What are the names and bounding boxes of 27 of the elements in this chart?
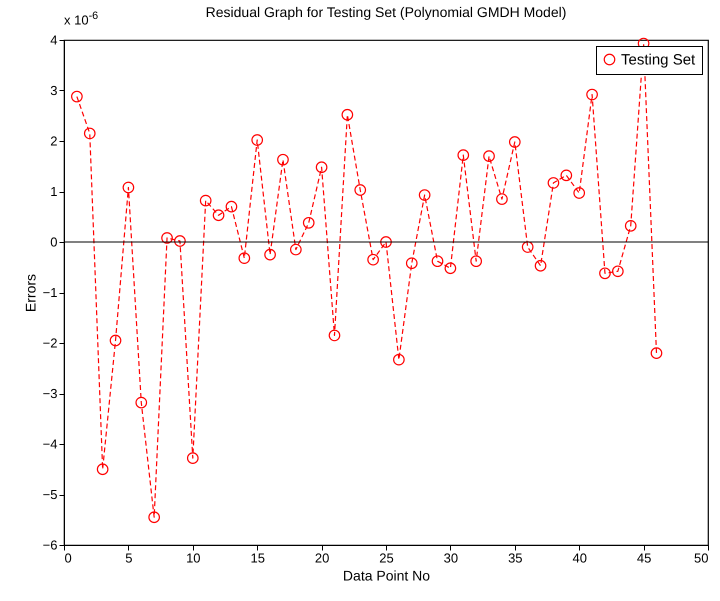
x-tick-label: 35 xyxy=(508,550,523,566)
x-tick-label: 45 xyxy=(636,550,652,566)
x-tick-label: 5 xyxy=(125,550,133,566)
x-tick-label: 40 xyxy=(572,550,587,566)
x-axis-title: Data Point No xyxy=(342,568,430,584)
y-tick-label: −2 xyxy=(42,336,58,350)
x-tick-label: 20 xyxy=(314,550,330,566)
x-tick-label: 10 xyxy=(186,550,201,566)
text: x 10$^{-6}$ xyxy=(64,10,98,28)
y-tick-label: 2 xyxy=(50,134,58,148)
chart-title: Residual Graph for Testing Set (Polynomial GMDH Model) xyxy=(206,4,566,20)
y-tick-label: 0 xyxy=(50,234,58,250)
x-tick-label: 0 xyxy=(64,550,72,566)
legend-label: Testing Set xyxy=(621,52,696,68)
y-tick-label: 3 xyxy=(50,83,58,98)
x-tick-label: 15 xyxy=(250,550,265,566)
y-tick-label: 4 xyxy=(50,32,58,48)
y-tick-label: −5 xyxy=(42,487,58,502)
y-tick-label: −6 xyxy=(42,538,58,552)
x-tick-label: 50 xyxy=(694,550,708,566)
x-tick-label: 25 xyxy=(379,550,394,566)
x-tick-label: 30 xyxy=(444,550,458,566)
y-tick-label: −4 xyxy=(42,436,58,452)
y-tick-label: 1 xyxy=(50,184,58,199)
y-axis-title: Errors xyxy=(22,274,39,312)
y-tick-label: −1 xyxy=(42,285,58,300)
y-tick-label: −3 xyxy=(42,386,58,401)
